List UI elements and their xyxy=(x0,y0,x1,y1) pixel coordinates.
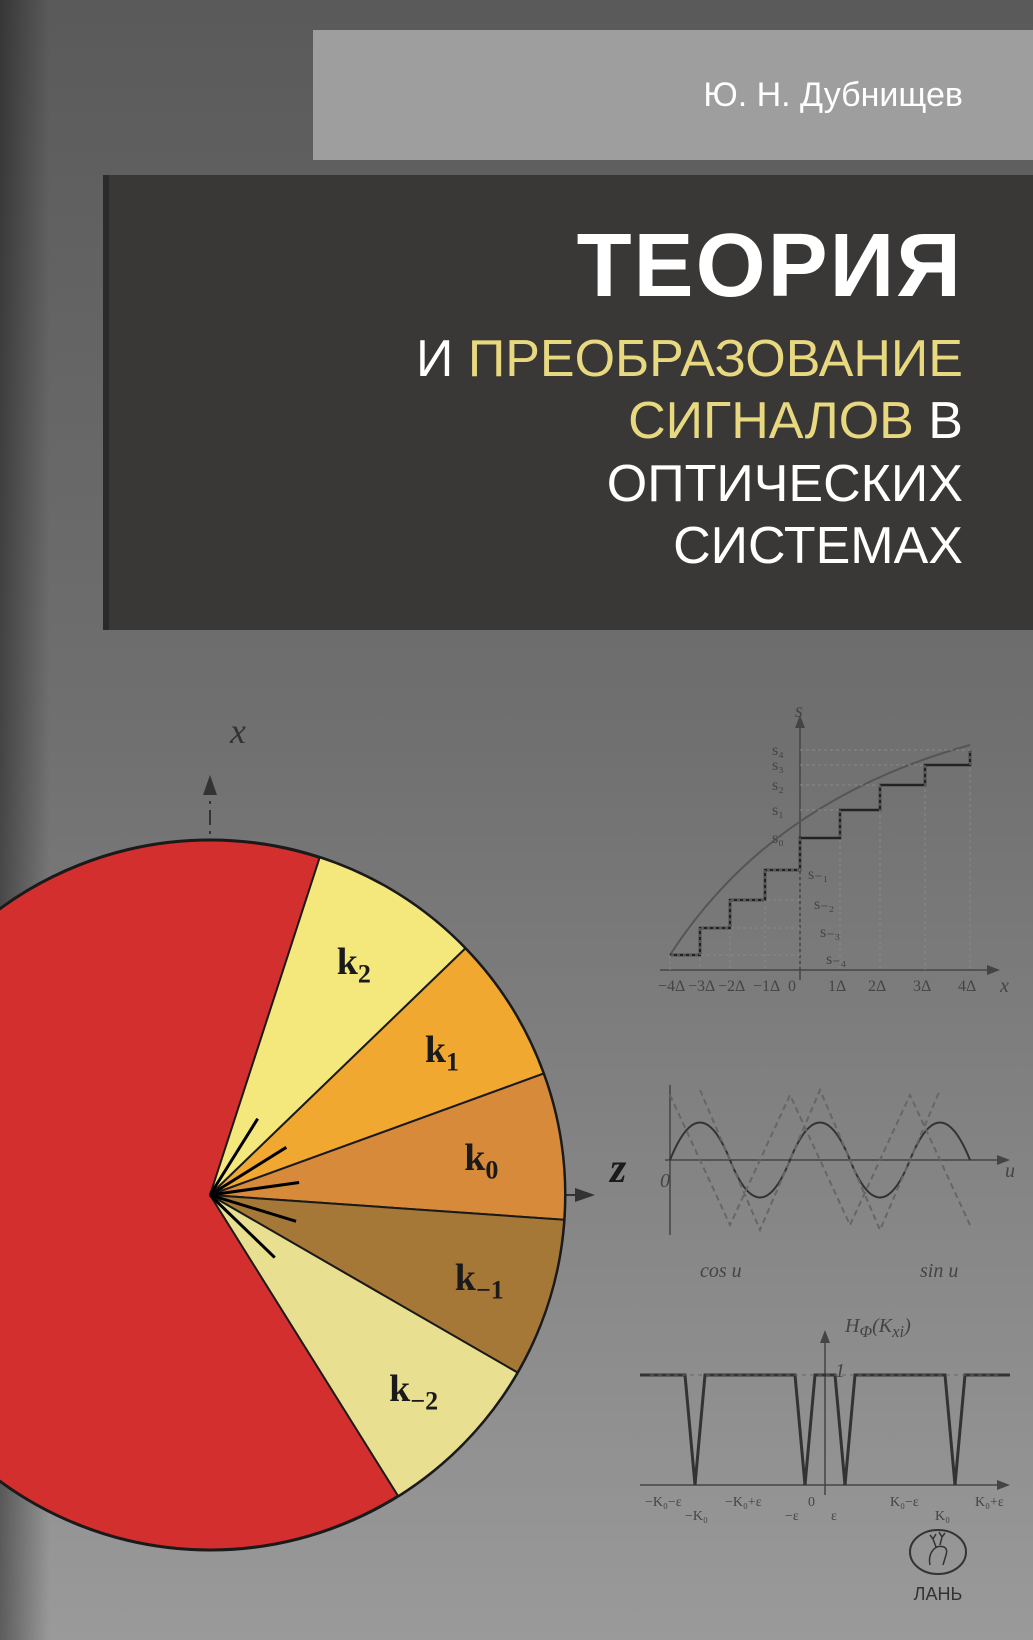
stair-xtick: 4Δ xyxy=(958,978,976,996)
title-block: ТЕОРИЯ И ПРЕОБРАЗОВАНИЕ СИГНАЛОВ В ОПТИЧ… xyxy=(263,215,963,578)
stair-xtick: 3Δ xyxy=(913,978,931,996)
stair-xtick: 1Δ xyxy=(828,978,846,996)
author-panel: Ю. Н. Дубнищев xyxy=(313,30,1033,160)
filter-title: HΦ(Kxi) xyxy=(845,1315,911,1342)
filter-one: 1 xyxy=(835,1360,845,1383)
stair-xtick: 2Δ xyxy=(868,978,886,996)
x-axis-label: x xyxy=(230,710,246,752)
stair-s-label: s₂ xyxy=(772,777,784,795)
k-vector-label: k1 xyxy=(425,1028,459,1078)
stair-xtick: −1Δ xyxy=(753,978,780,996)
wave-u-axis: u xyxy=(1005,1160,1015,1183)
s-axis-label: s xyxy=(795,700,803,723)
z-axis-label: z xyxy=(610,1145,626,1193)
wave-zero: 0 xyxy=(660,1170,670,1193)
stair-s-label: s₁ xyxy=(772,802,784,820)
pie-diagram xyxy=(0,720,640,1620)
filter-xtick: ε xyxy=(831,1509,837,1525)
filter-xtick: −K₀−ε xyxy=(645,1495,682,1511)
filter-xtick: K₀ xyxy=(935,1509,950,1525)
filter-xtick: K₀−ε xyxy=(890,1495,919,1511)
stair-s-label: s₃ xyxy=(772,757,784,775)
sin-label: sin u xyxy=(920,1260,958,1283)
filter-xtick: −K₀+ε xyxy=(725,1495,762,1511)
stair-xtick: 0 xyxy=(788,978,796,996)
title-subtitle: И ПРЕОБРАЗОВАНИЕ СИГНАЛОВ В ОПТИЧЕСКИХ С… xyxy=(263,328,963,578)
cos-label: cos u xyxy=(700,1260,742,1283)
wave-plot xyxy=(650,1065,1020,1255)
stair-xtick: −4Δ xyxy=(658,978,685,996)
author-name: Ю. Н. Дубнищев xyxy=(703,76,963,115)
diagram-area: x z k2 k1 k0 k−1 k−2 −4Δ−3Δ−2Δ −1Δ 0 1Δ 2Δ 3Δ 4Δ s… xyxy=(0,700,1033,1640)
stair-s-label: s₀ xyxy=(772,830,784,848)
stair-s-label: s₋₃ xyxy=(820,922,840,942)
filter-xtick: K₀+ε xyxy=(975,1495,1004,1511)
stair-s-label: s₋₁ xyxy=(808,864,828,884)
k-vector-label: k−1 xyxy=(455,1256,504,1306)
filter-xtick: −ε xyxy=(785,1509,799,1525)
stair-x-axis-label: x xyxy=(1000,975,1009,998)
stair-s-label: s₋₂ xyxy=(814,894,834,914)
publisher-name: ЛАНЬ xyxy=(898,1584,978,1605)
deer-icon xyxy=(908,1527,968,1577)
k-vector-label: k0 xyxy=(464,1136,498,1186)
stair-s-label: s₋₄ xyxy=(826,949,846,969)
filter-xtick: −K₀ xyxy=(685,1509,708,1525)
title-main: ТЕОРИЯ xyxy=(263,215,963,318)
k-vector-label: k2 xyxy=(337,940,371,990)
k-vector-label: k−2 xyxy=(389,1367,438,1417)
filter-plot xyxy=(630,1320,1020,1520)
filter-xtick: 0 xyxy=(808,1495,815,1511)
stair-xtick: −2Δ xyxy=(718,978,745,996)
stair-xtick: −3Δ xyxy=(688,978,715,996)
publisher-logo: ЛАНЬ xyxy=(898,1527,978,1605)
